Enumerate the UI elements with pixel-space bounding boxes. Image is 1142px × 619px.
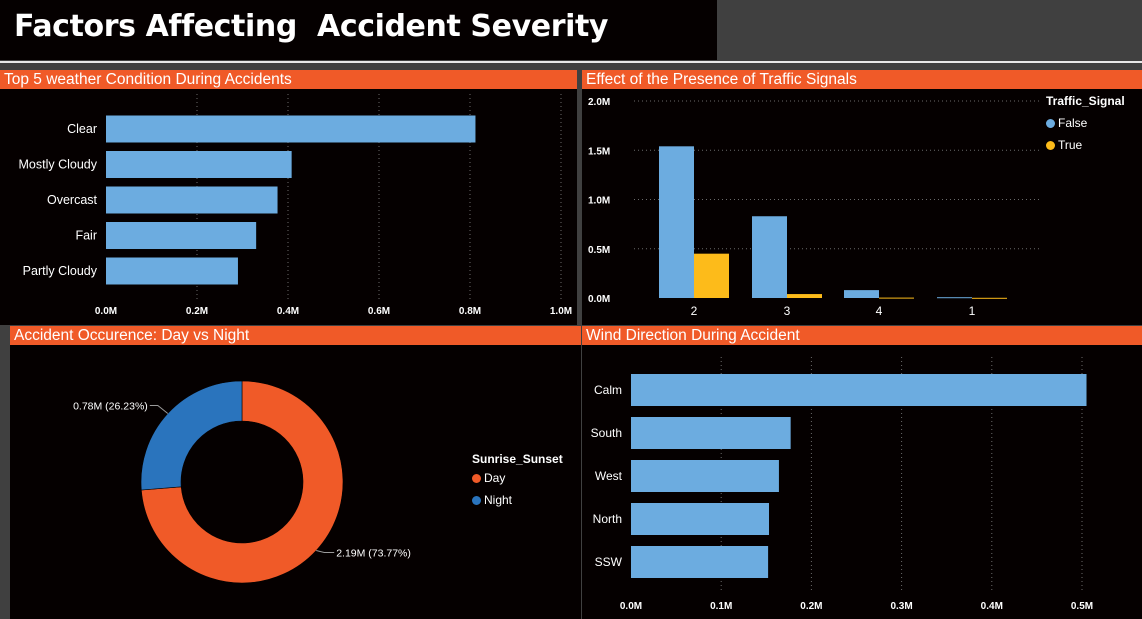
legend-dot-true-icon xyxy=(1046,140,1055,150)
category-label: Calm xyxy=(594,383,622,397)
x-tick-label: 0.0M xyxy=(95,306,117,317)
bar-calm xyxy=(631,374,1087,406)
x-tick-label: 0.8M xyxy=(459,306,481,317)
x-tick-label: 0.1M xyxy=(710,601,732,612)
traffic-signal-chart-title: Effect of the Presence of Traffic Signal… xyxy=(586,71,857,88)
bar-true-1 xyxy=(972,297,1007,299)
category-label: Partly Cloudy xyxy=(23,264,98,278)
wind-direction-chart-header: Wind Direction During Accident xyxy=(582,326,1142,345)
title-divider xyxy=(0,61,1142,63)
bar-false-3 xyxy=(752,216,787,298)
bar-partly-cloudy xyxy=(106,257,238,285)
bar-clear xyxy=(106,115,476,143)
legend-label-day: Day xyxy=(484,471,506,485)
x-category-label: 2 xyxy=(691,304,698,318)
bar-north xyxy=(631,503,770,535)
category-label: Clear xyxy=(67,122,97,136)
x-category-label: 1 xyxy=(969,304,976,318)
bar-false-2 xyxy=(659,146,694,298)
legend-dot-day-icon xyxy=(472,473,481,483)
x-tick-label: 0.4M xyxy=(981,601,1003,612)
leader-line-night xyxy=(149,404,169,414)
sunrise-sunset-legend-title: Sunrise_Sunset xyxy=(472,452,563,466)
legend-item-false[interactable]: False xyxy=(1046,116,1125,130)
x-category-label: 4 xyxy=(876,304,883,318)
category-label: West xyxy=(595,469,623,483)
weather-bar-chart: 0.0M 0.2M 0.4M 0.6M 0.8M 1.0M Clear Mostly Clou… xyxy=(19,94,572,317)
legend-dot-false-icon xyxy=(1046,118,1055,128)
bar-fair xyxy=(106,222,257,249)
category-label: SSW xyxy=(595,555,623,569)
data-label-day: 2.19M (73.77%) xyxy=(336,548,411,560)
traffic-signal-chart-header: Effect of the Presence of Traffic Signal… xyxy=(582,70,1142,89)
bar-false-1 xyxy=(937,297,972,299)
slice-night xyxy=(140,380,243,491)
y-tick-label: 0.0M xyxy=(588,294,610,305)
traffic-signal-column-chart: 0.0M 0.5M 1.0M 1.5M 2.0M 2 3 4 1 xyxy=(588,97,1042,318)
weather-chart-header: Top 5 weather Condition During Accidents xyxy=(0,70,577,89)
day-night-chart-title: Accident Occurence: Day vs Night xyxy=(14,327,250,344)
category-label: Fair xyxy=(75,229,97,243)
x-tick-label: 0.6M xyxy=(368,306,390,317)
sunrise-sunset-legend: Sunrise_Sunset Day Night xyxy=(472,452,563,515)
bar-mostly-cloudy xyxy=(106,151,292,178)
leader-line-day xyxy=(316,550,335,554)
legend-item-night[interactable]: Night xyxy=(472,493,563,507)
x-tick-label: 0.2M xyxy=(186,306,208,317)
page-title: Factors Affecting Accident Severity xyxy=(14,9,609,44)
x-tick-label: 0.5M xyxy=(1071,601,1093,612)
category-label: Overcast xyxy=(47,193,98,207)
dashboard-title-bar: Factors Affecting Accident Severity xyxy=(0,0,717,60)
x-tick-label: 0.0M xyxy=(620,601,642,612)
data-label-night: 0.78M (26.23%) xyxy=(73,400,148,412)
x-tick-label: 1.0M xyxy=(550,306,572,317)
legend-item-day[interactable]: Day xyxy=(472,471,563,485)
slice-day xyxy=(140,380,344,584)
bar-true-2 xyxy=(694,253,729,298)
day-night-chart-header: Accident Occurence: Day vs Night xyxy=(10,326,581,345)
legend-item-true[interactable]: True xyxy=(1046,138,1125,152)
x-category-label: 3 xyxy=(784,304,791,318)
x-tick-label: 0.2M xyxy=(800,601,822,612)
traffic-signal-chart-panel[interactable]: Effect of the Presence of Traffic Signal… xyxy=(582,70,1142,325)
traffic-signal-legend-title: Traffic_Signal xyxy=(1046,94,1125,108)
y-tick-label: 1.0M xyxy=(588,196,610,207)
bar-south xyxy=(631,417,791,449)
weather-chart-panel[interactable]: Top 5 weather Condition During Accidents… xyxy=(0,70,577,325)
y-tick-label: 2.0M xyxy=(588,97,610,108)
day-night-chart-panel[interactable]: Accident Occurence: Day vs Night 2.19M (… xyxy=(10,326,581,619)
bar-false-4 xyxy=(844,290,879,298)
x-tick-label: 0.4M xyxy=(277,306,299,317)
bar-true-4 xyxy=(879,297,914,299)
bar-true-3 xyxy=(787,294,822,298)
wind-direction-chart-title: Wind Direction During Accident xyxy=(586,327,800,344)
bar-overcast xyxy=(106,186,278,214)
wind-direction-bar-chart: 0.0M 0.1M 0.2M 0.3M 0.4M 0.5M Calm South West Nor… xyxy=(591,357,1093,612)
day-night-donut-chart: 2.19M (73.77%) 0.78M (26.23%) xyxy=(73,380,411,584)
bar-ssw xyxy=(631,546,769,578)
weather-chart-title: Top 5 weather Condition During Accidents xyxy=(4,71,292,88)
category-label: South xyxy=(591,426,622,440)
wind-direction-chart-panel[interactable]: Wind Direction During Accident 0.0M 0.1M 0… xyxy=(582,326,1142,619)
legend-label-true: True xyxy=(1058,138,1083,152)
legend-label-night: Night xyxy=(484,493,513,507)
y-tick-label: 0.5M xyxy=(588,245,610,256)
category-label: North xyxy=(593,512,622,526)
x-tick-label: 0.3M xyxy=(890,601,912,612)
bar-west xyxy=(631,460,779,492)
traffic-signal-legend: Traffic_Signal False True xyxy=(1046,94,1125,160)
legend-dot-night-icon xyxy=(472,495,481,505)
category-label: Mostly Cloudy xyxy=(19,158,98,172)
legend-label-false: False xyxy=(1058,116,1088,130)
y-tick-label: 1.5M xyxy=(588,146,610,157)
